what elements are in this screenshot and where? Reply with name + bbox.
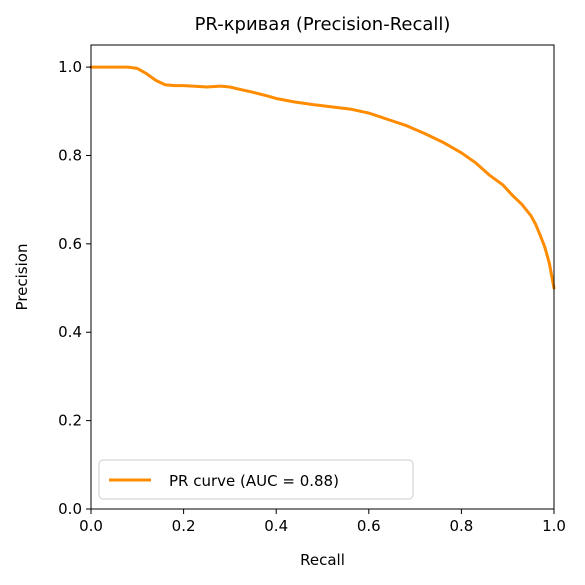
y-tick-label: 0.8 (58, 146, 82, 164)
x-axis-label: Recall (300, 551, 345, 569)
x-tick-label: 0.6 (357, 517, 381, 535)
y-tick-label: 0.4 (58, 323, 82, 341)
plot-area (89, 65, 556, 290)
legend-box (98, 459, 414, 500)
chart-title: PR-кривая (Precision-Recall) (195, 14, 451, 35)
y-tick-label: 0.2 (58, 412, 82, 430)
series-line-0 (89, 65, 556, 290)
x-tick-label: 0.2 (172, 517, 196, 535)
legend-label: PR curve (AUC = 0.88) (169, 472, 339, 490)
x-tick-label: 0.4 (264, 517, 288, 535)
y-tick-label: 0.6 (58, 235, 82, 253)
legend: PR curve (AUC = 0.88) (98, 459, 414, 500)
axes: 0.0 0.2 0.4 0.6 0.8 1.0 0.0 0.2 0.4 0.6 0.8 1.0 (58, 44, 566, 535)
y-axis-label: Precision (13, 244, 31, 311)
axes-frame (90, 44, 555, 510)
y-tick-label: 0.0 (58, 500, 82, 518)
x-tick-label: 0.8 (449, 517, 473, 535)
x-tick-label: 1.0 (542, 517, 566, 535)
y-tick-label: 1.0 (58, 58, 82, 76)
x-tick-label: 0.0 (79, 517, 103, 535)
